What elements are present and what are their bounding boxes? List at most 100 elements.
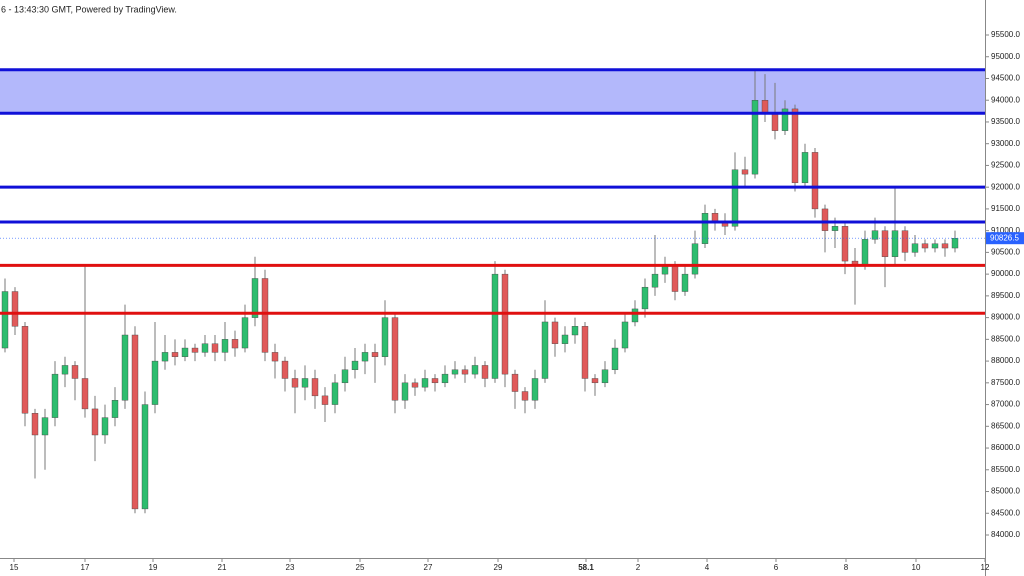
candle-body (21, 326, 29, 414)
candle-body (621, 321, 629, 349)
y-tick-label: 87000.0 (991, 400, 1020, 409)
x-tick-label: 4 (705, 563, 710, 572)
candle-body (741, 169, 749, 175)
candle-body (241, 317, 249, 349)
y-tick-label: 90000.0 (991, 269, 1020, 278)
candle-body (351, 360, 359, 370)
y-tick-label: 93000.0 (991, 139, 1020, 148)
candle-body (221, 339, 229, 353)
candle-body (201, 343, 209, 353)
candle-body (41, 417, 49, 436)
candle-body (591, 378, 599, 384)
candle-body (191, 347, 199, 353)
candle-body (611, 347, 619, 370)
candle-body (901, 230, 909, 253)
candle-body (491, 273, 499, 379)
x-tick-label: 58.1 (578, 563, 594, 572)
candle-body (581, 326, 589, 379)
x-tick-label: 15 (10, 563, 19, 572)
y-tick-label: 85500.0 (991, 465, 1020, 474)
x-tick-label: 19 (149, 563, 158, 572)
x-tick-label: 17 (81, 563, 90, 572)
y-tick-label: 89500.0 (991, 291, 1020, 300)
candle-body (101, 417, 109, 436)
y-tick-label: 94500.0 (991, 74, 1020, 83)
candle-body (71, 365, 79, 379)
candle-body (871, 230, 879, 240)
candle-body (781, 108, 789, 131)
candle-body (821, 208, 829, 231)
candle-body (211, 343, 219, 353)
zone (0, 69, 985, 114)
candle-body (801, 152, 809, 184)
candle-body (51, 373, 59, 418)
x-tick-label: 25 (356, 563, 365, 572)
candle-body (511, 373, 519, 392)
candle-body (831, 226, 839, 231)
last-price-box (986, 232, 1024, 245)
x-tick-label: 6 (774, 563, 779, 572)
candle-body (521, 391, 529, 401)
y-tick-label: 95000.0 (991, 52, 1020, 61)
candle-body (771, 113, 779, 131)
candle-body (681, 273, 689, 292)
candle-body (91, 408, 99, 436)
y-tick-label: 95500.0 (991, 30, 1020, 39)
candle-body (391, 317, 399, 401)
x-tick-label: 21 (218, 563, 227, 572)
candle-body (691, 243, 699, 275)
candle-body (431, 378, 439, 384)
candle-body (941, 243, 949, 249)
x-tick-label: 8 (844, 563, 849, 572)
candle-body (231, 339, 239, 349)
y-tick-label: 84500.0 (991, 508, 1020, 517)
y-tick-label: 88000.0 (991, 356, 1020, 365)
attribution: 6 - 13:43:30 GMT, Powered by TradingView… (1, 4, 177, 14)
candle-body (421, 378, 429, 388)
candle-body (311, 378, 319, 397)
candle-body (811, 152, 819, 210)
candle-body (171, 352, 179, 357)
candle-body (751, 100, 759, 175)
y-tick-label: 92000.0 (991, 182, 1020, 191)
candle-body (481, 365, 489, 379)
candle-body (121, 334, 129, 401)
candle-body (841, 226, 849, 262)
x-tick-label: 10 (912, 563, 921, 572)
candle-body (131, 334, 139, 510)
candle-body (951, 237, 959, 249)
x-tick-label: 27 (424, 563, 433, 572)
candle-body (921, 243, 929, 249)
candle-body (881, 230, 889, 257)
candle-body (861, 239, 869, 266)
candle-body (371, 352, 379, 357)
y-tick-label: 90500.0 (991, 248, 1020, 257)
candle-body (601, 369, 609, 384)
candle-body (731, 169, 739, 227)
candle-body (61, 365, 69, 375)
x-tick-label: 12 (981, 563, 990, 572)
candle-body (651, 273, 659, 288)
candle-body (141, 404, 149, 510)
x-tick-label: 23 (286, 563, 295, 572)
y-tick-label: 86000.0 (991, 443, 1020, 452)
candle-body (401, 382, 409, 401)
candle-body (161, 352, 169, 362)
y-tick-label: 93500.0 (991, 117, 1020, 126)
candle-body (761, 100, 769, 114)
candle-body (541, 321, 549, 379)
candle-body (321, 395, 329, 405)
candle-body (891, 230, 899, 257)
candle-body (281, 360, 289, 379)
candle-body (151, 360, 159, 405)
candle-body (271, 352, 279, 362)
candle-body (111, 400, 119, 418)
x-tick-label: 29 (494, 563, 503, 572)
candle-body (931, 243, 939, 249)
y-tick-label: 91000.0 (991, 226, 1020, 235)
candle-body (551, 321, 559, 344)
y-tick-label: 94000.0 (991, 95, 1020, 104)
y-tick-label: 91500.0 (991, 204, 1020, 213)
candle-body (501, 273, 509, 375)
y-tick-label: 88500.0 (991, 334, 1020, 343)
